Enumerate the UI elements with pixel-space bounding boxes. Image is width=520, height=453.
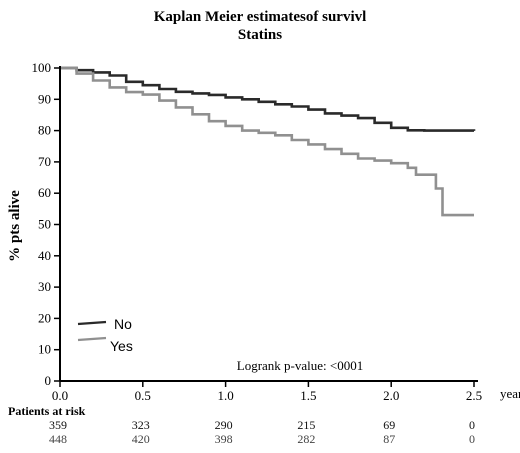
chart-subtitle: Statins <box>238 27 282 43</box>
y-tick-label: 90 <box>38 91 51 106</box>
axes: 0 10 20 30 40 50 60 70 80 90 100 0.0 0.5 1.0 1.5 2.0 2.5 <box>32 60 483 403</box>
y-tick-label: 0 <box>45 373 52 388</box>
series-line-no <box>60 66 476 132</box>
chart-title: Kaplan Meier estimatesof survivl <box>154 9 367 25</box>
risk-count: 0 <box>469 432 475 446</box>
legend-swatch-no <box>77 320 107 326</box>
x-tick-label: 1.5 <box>300 388 316 403</box>
legend-label-no: No <box>114 316 132 332</box>
x-tick-label: 2.0 <box>383 388 399 403</box>
y-tick-label: 20 <box>38 310 51 325</box>
risk-count: 398 <box>215 432 233 446</box>
y-axis-label: % pts alive <box>7 190 23 262</box>
risk-count: 290 <box>215 418 233 432</box>
plot-area <box>60 66 476 217</box>
risk-count: 359 <box>49 418 67 432</box>
risk-count: 69 <box>383 418 395 432</box>
y-tick-label: 10 <box>38 342 51 357</box>
x-tick-label: 2.5 <box>466 388 482 403</box>
risk-count: 87 <box>383 432 395 446</box>
y-tick-label: 80 <box>38 123 51 138</box>
x-tick-label: 0.5 <box>135 388 151 403</box>
legend: No Yes <box>77 316 133 354</box>
y-tick-label: 60 <box>38 185 51 200</box>
series-line-yes <box>60 66 474 217</box>
risk-count: 215 <box>297 418 315 432</box>
legend-label-yes: Yes <box>110 338 133 354</box>
risk-count: 282 <box>297 432 315 446</box>
risk-count: 448 <box>49 432 67 446</box>
x-tick-label: 1.0 <box>217 388 233 403</box>
risk-count: 420 <box>132 432 150 446</box>
x-tick-label: 0.0 <box>52 388 68 403</box>
y-tick-label: 40 <box>38 248 51 263</box>
x-axis-unit: years <box>500 386 520 401</box>
logrank-annotation: Logrank p-value: <0001 <box>237 358 363 373</box>
risk-count: 0 <box>469 418 475 432</box>
risk-count: 323 <box>132 418 150 432</box>
y-tick-label: 30 <box>38 279 51 294</box>
y-tick-label: 50 <box>38 217 51 232</box>
risk-table-label: Patients at risk <box>8 404 86 418</box>
y-tick-label: 100 <box>32 60 52 75</box>
y-tick-label: 70 <box>38 154 51 169</box>
legend-swatch-yes <box>77 336 107 342</box>
